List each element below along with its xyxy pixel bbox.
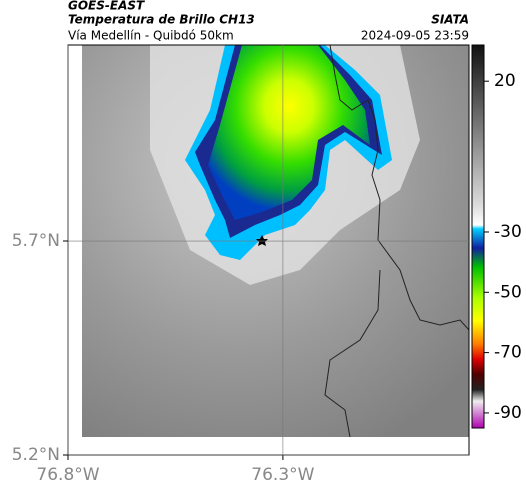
subtitle: Temperatura de Brillo CH13	[68, 13, 255, 27]
y-tick-label: 5.2°N	[12, 445, 60, 465]
colorbar	[471, 44, 485, 429]
x-tick-label: 76.8°W	[36, 465, 99, 485]
source: SIATA	[431, 13, 469, 27]
x-tick-label: 76.3°W	[251, 465, 314, 485]
colorbar-tick-label: 20	[494, 71, 516, 91]
colorbar-tick-label: -90	[494, 403, 522, 423]
region: Vía Medellín - Quibdó 50km	[68, 29, 234, 43]
datetime: 2024-09-05 23:59	[361, 29, 469, 43]
y-tick-label: 5.7°N	[12, 231, 60, 251]
colorbar-tick-label: -50	[494, 282, 522, 302]
colorbar-tick-label: -70	[494, 343, 522, 363]
location-marker	[256, 235, 268, 246]
colorbar-tick-label: -30	[494, 222, 522, 242]
title: GOES-EAST	[68, 0, 145, 13]
